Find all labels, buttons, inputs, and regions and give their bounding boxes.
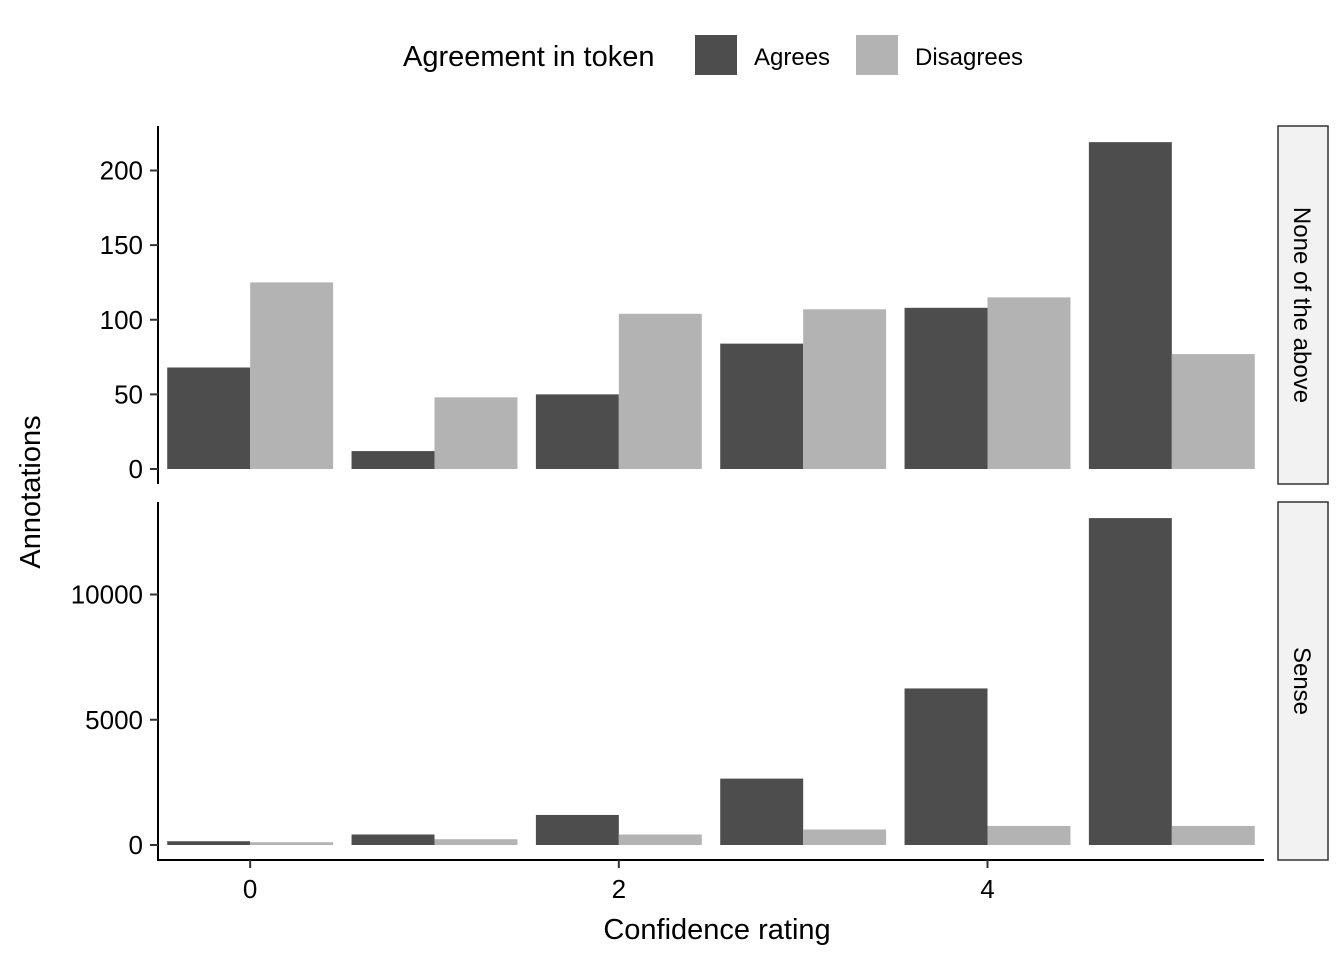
panel-1-bars bbox=[167, 142, 1255, 470]
bar-agrees-x1 bbox=[351, 451, 435, 469]
bar-agrees-x0 bbox=[167, 841, 251, 845]
panel-sense: 0 5000 10000 0 2 4 Sense bbox=[71, 501, 1329, 904]
panel-2-strip-label: Sense bbox=[1288, 647, 1315, 715]
y-tick-label: 5000 bbox=[85, 705, 143, 735]
y-tick-label: 50 bbox=[114, 379, 143, 409]
panel-1-strip bbox=[1277, 125, 1329, 485]
bar-disagrees-x5 bbox=[1171, 354, 1255, 469]
legend-title: Agreement in token bbox=[403, 41, 654, 73]
x-ticks: 0 2 4 bbox=[243, 860, 995, 904]
panel-2-bars bbox=[167, 518, 1255, 845]
panel-1-strip-label: None of the above bbox=[1288, 207, 1315, 403]
y-tick-label: 0 bbox=[129, 454, 143, 484]
y-tick-label: 0 bbox=[129, 830, 143, 860]
bar-disagrees-x2 bbox=[618, 834, 702, 845]
bar-disagrees-x1 bbox=[434, 839, 518, 845]
x-tick-label: 4 bbox=[980, 874, 994, 904]
panel-2-strip bbox=[1277, 501, 1329, 861]
bar-agrees-x4 bbox=[904, 307, 988, 469]
legend-label-disagrees: Disagrees bbox=[915, 44, 1023, 71]
bar-disagrees-x4 bbox=[987, 825, 1071, 845]
bar-disagrees-x5 bbox=[1171, 825, 1255, 845]
bar-disagrees-x0 bbox=[250, 842, 334, 845]
bar-agrees-x0 bbox=[167, 367, 251, 469]
bar-disagrees-x0 bbox=[250, 282, 334, 469]
bar-agrees-x1 bbox=[351, 834, 435, 845]
bar-agrees-x2 bbox=[535, 394, 619, 470]
panel-1-y-ticks: 0 50 100 150 200 bbox=[100, 156, 158, 484]
y-axis-title: Annotations bbox=[15, 415, 47, 568]
bar-disagrees-x3 bbox=[803, 829, 887, 845]
bar-agrees-x4 bbox=[904, 688, 988, 845]
x-tick-label: 2 bbox=[612, 874, 626, 904]
y-tick-label: 200 bbox=[100, 156, 143, 186]
bar-disagrees-x4 bbox=[987, 297, 1071, 469]
bar-agrees-x5 bbox=[1088, 142, 1172, 469]
panel-none-of-the-above: 0 50 100 150 200 None of the above bbox=[100, 125, 1329, 485]
y-tick-label: 100 bbox=[100, 305, 143, 335]
bar-agrees-x5 bbox=[1088, 518, 1172, 845]
bar-agrees-x3 bbox=[720, 343, 804, 469]
legend-label-agrees: Agrees bbox=[754, 44, 830, 71]
bar-disagrees-x3 bbox=[803, 309, 887, 469]
bar-agrees-x3 bbox=[720, 778, 804, 845]
bar-disagrees-x2 bbox=[618, 313, 702, 469]
legend-key-agrees bbox=[695, 35, 737, 75]
legend-key-disagrees bbox=[856, 35, 898, 75]
bar-agrees-x2 bbox=[535, 814, 619, 845]
x-axis-title: Confidence rating bbox=[603, 914, 830, 946]
y-tick-label: 10000 bbox=[71, 580, 143, 610]
panel-2-y-ticks: 0 5000 10000 bbox=[71, 580, 158, 860]
y-tick-label: 150 bbox=[100, 230, 143, 260]
x-tick-label: 0 bbox=[243, 874, 257, 904]
bar-disagrees-x1 bbox=[434, 397, 518, 469]
legend: Agreement in token Agrees Disagrees bbox=[403, 35, 1023, 75]
